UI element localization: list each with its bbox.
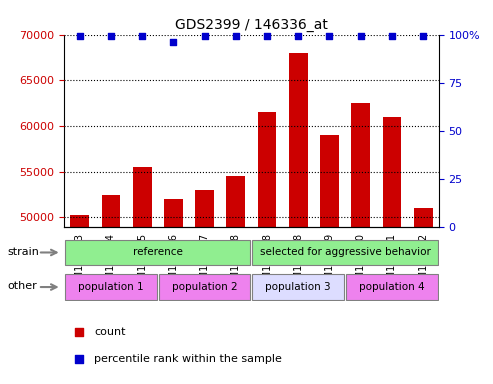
Bar — [383, 117, 401, 384]
Bar — [289, 53, 308, 384]
Text: population 2: population 2 — [172, 282, 238, 292]
Point — [388, 33, 396, 40]
Text: other: other — [7, 281, 37, 291]
Bar — [164, 199, 183, 384]
Point — [201, 33, 209, 40]
Point — [294, 33, 302, 40]
Point — [75, 356, 83, 362]
Point — [76, 33, 84, 40]
Bar — [252, 240, 438, 265]
Point — [107, 33, 115, 40]
Text: population 4: population 4 — [359, 282, 425, 292]
Text: count: count — [94, 327, 126, 337]
Bar — [65, 240, 250, 265]
Point — [357, 33, 365, 40]
Point — [75, 329, 83, 335]
Text: population 3: population 3 — [265, 282, 331, 292]
Bar — [346, 274, 438, 300]
Point — [138, 33, 146, 40]
Text: percentile rank within the sample: percentile rank within the sample — [94, 354, 282, 364]
Bar — [352, 103, 370, 384]
Title: GDS2399 / 146336_at: GDS2399 / 146336_at — [175, 18, 328, 32]
Bar — [320, 135, 339, 384]
Text: selected for aggressive behavior: selected for aggressive behavior — [260, 247, 430, 258]
Bar — [226, 176, 245, 384]
Bar — [133, 167, 151, 384]
Bar — [252, 274, 344, 300]
Bar — [258, 112, 277, 384]
Point — [263, 33, 271, 40]
Bar — [195, 190, 214, 384]
Point — [419, 33, 427, 40]
Bar — [414, 208, 432, 384]
Bar — [65, 274, 157, 300]
Point — [232, 33, 240, 40]
Text: population 1: population 1 — [78, 282, 144, 292]
Text: strain: strain — [7, 247, 39, 257]
Text: reference: reference — [133, 247, 183, 258]
Point — [325, 33, 333, 40]
Point — [170, 39, 177, 45]
Bar — [102, 195, 120, 384]
Bar — [159, 274, 250, 300]
Bar — [70, 215, 89, 384]
